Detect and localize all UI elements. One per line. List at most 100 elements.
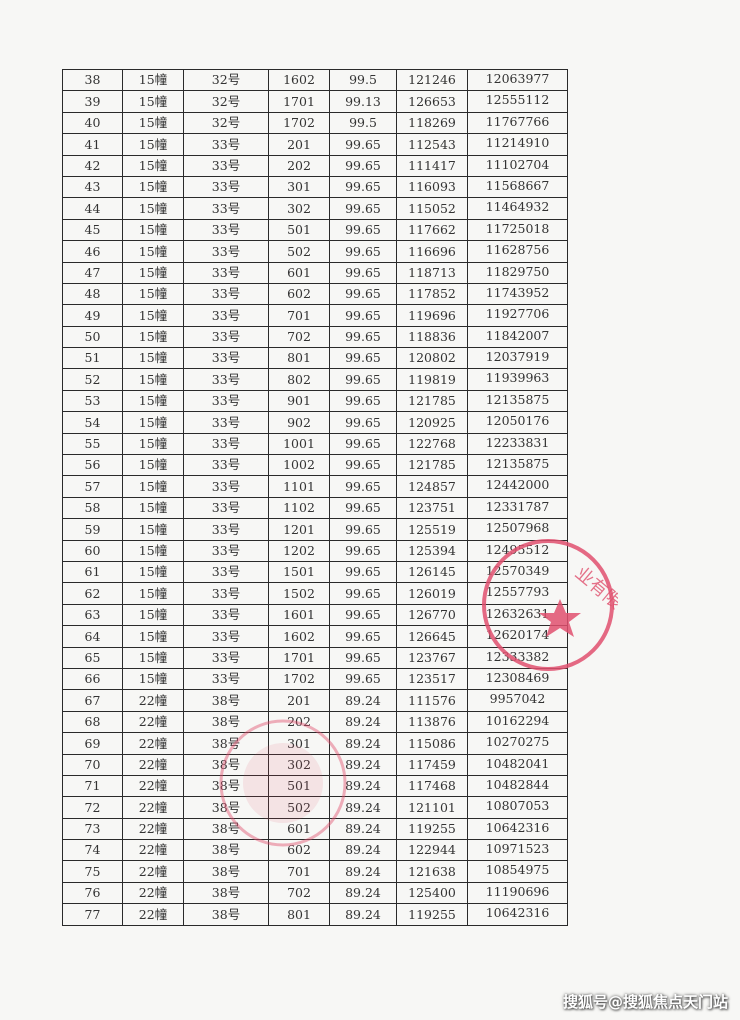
table-cell: 68 xyxy=(62,710,123,734)
table-cell: 601 xyxy=(268,261,330,284)
table-cell: 99.65 xyxy=(329,582,397,605)
table-cell: 15幢 xyxy=(122,368,184,391)
table-row: 66 15幢 33号 1702 99.65 123517 12308469 xyxy=(62,667,568,691)
table-cell: 10971523 xyxy=(467,839,568,862)
table-cell: 38号 xyxy=(183,903,269,926)
table-cell: 121785 xyxy=(396,389,468,413)
table-cell: 33号 xyxy=(183,389,269,413)
table-cell: 33号 xyxy=(183,625,269,648)
table-cell: 702 xyxy=(268,881,330,905)
table-cell: 111576 xyxy=(396,689,468,712)
table-cell: 15幢 xyxy=(122,325,184,349)
table-cell: 66 xyxy=(62,667,123,691)
table-cell: 70 xyxy=(62,753,123,776)
table-cell: 99.65 xyxy=(329,646,397,669)
table-cell: 501 xyxy=(268,218,330,242)
table-row: 76 22幢 38号 702 89.24 125400 11190696 xyxy=(62,881,568,905)
table-cell: 33号 xyxy=(183,240,269,263)
table-cell: 33号 xyxy=(183,518,269,541)
table-row: 42 15幢 33号 202 99.65 111417 11102704 xyxy=(62,154,568,177)
table-cell: 22幢 xyxy=(122,689,184,712)
table-cell: 99.65 xyxy=(329,175,397,199)
table-cell: 89.24 xyxy=(329,839,397,862)
table-cell: 58 xyxy=(62,496,123,520)
table-cell: 33号 xyxy=(183,603,269,627)
table-row: 58 15幢 33号 1102 99.65 123751 12331787 xyxy=(62,496,568,520)
table-cell: 121101 xyxy=(396,796,468,819)
svg-text:业有限: 业有限 xyxy=(571,563,618,614)
table-cell: 40 xyxy=(62,111,123,135)
table-cell: 33号 xyxy=(183,197,269,220)
table-row: 62 15幢 33号 1502 99.65 126019 12557793 xyxy=(62,582,568,605)
table-cell: 126145 xyxy=(396,560,468,584)
table-cell: 42 xyxy=(62,154,123,177)
table-cell: 99.65 xyxy=(329,133,397,156)
table-cell: 72 xyxy=(62,796,123,819)
table-cell: 89.24 xyxy=(329,903,397,926)
table-cell: 48 xyxy=(62,282,123,306)
table-cell: 99.65 xyxy=(329,475,397,498)
table-cell: 126019 xyxy=(396,582,468,605)
table-cell: 113876 xyxy=(396,710,468,734)
table-cell: 1701 xyxy=(268,90,330,113)
table-cell: 33号 xyxy=(183,475,269,498)
table-cell: 44 xyxy=(62,197,123,220)
table-cell: 602 xyxy=(268,839,330,862)
table-cell: 33号 xyxy=(183,282,269,306)
table-row: 39 15幢 32号 1701 99.13 126653 12555112 xyxy=(62,90,568,113)
table-cell: 22幢 xyxy=(122,732,184,755)
table-cell: 801 xyxy=(268,347,330,370)
watermark: 搜狐号@搜狐焦点天门站 xyxy=(562,993,728,1011)
table-cell: 77 xyxy=(62,903,123,926)
table-cell: 11743952 xyxy=(467,282,568,306)
table-cell: 11214910 xyxy=(467,133,568,156)
table-cell: 502 xyxy=(268,796,330,819)
table-row: 73 22幢 38号 601 89.24 119255 10642316 xyxy=(62,817,568,841)
table-cell: 32号 xyxy=(183,90,269,113)
table-cell: 125400 xyxy=(396,881,468,905)
table-row: 45 15幢 33号 501 99.65 117662 11725018 xyxy=(62,218,568,242)
table-cell: 301 xyxy=(268,175,330,199)
table-row: 48 15幢 33号 602 99.65 117852 11743952 xyxy=(62,282,568,306)
table-row: 77 22幢 38号 801 89.24 119255 10642316 xyxy=(62,903,568,926)
table-cell: 38号 xyxy=(183,774,269,798)
table-cell: 116093 xyxy=(396,175,468,199)
table-cell: 15幢 xyxy=(122,90,184,113)
table-cell: 15幢 xyxy=(122,625,184,648)
table-cell: 33号 xyxy=(183,304,269,327)
table-cell: 12620174 xyxy=(467,625,568,648)
table-cell: 119819 xyxy=(396,368,468,391)
price-table: 38 15幢 32号 1602 99.5 121246 12063977 39 15幢 32号 17… xyxy=(62,68,568,926)
table-cell: 201 xyxy=(268,133,330,156)
table-cell: 10482844 xyxy=(467,774,568,798)
table-row: 68 22幢 38号 202 89.24 113876 10162294 xyxy=(62,710,568,734)
table-cell: 52 xyxy=(62,368,123,391)
table-cell: 117459 xyxy=(396,753,468,776)
table-cell: 71 xyxy=(62,774,123,798)
table-cell: 15幢 xyxy=(122,304,184,327)
table-cell: 22幢 xyxy=(122,710,184,734)
table-cell: 12037919 xyxy=(467,347,568,370)
table-cell: 10807053 xyxy=(467,796,568,819)
table-cell: 99.65 xyxy=(329,603,397,627)
table-cell: 59 xyxy=(62,518,123,541)
table-cell: 60 xyxy=(62,539,123,562)
table-cell: 1702 xyxy=(268,111,330,135)
table-cell: 99.5 xyxy=(329,68,397,92)
table-cell: 38 xyxy=(62,68,123,92)
table-row: 60 15幢 33号 1202 99.65 125394 12495512 xyxy=(62,539,568,562)
table-cell: 99.65 xyxy=(329,325,397,349)
table-cell: 33号 xyxy=(183,368,269,391)
table-cell: 15幢 xyxy=(122,539,184,562)
table-cell: 1501 xyxy=(268,560,330,584)
table-cell: 89.24 xyxy=(329,881,397,905)
table-cell: 33号 xyxy=(183,411,269,434)
table-cell: 115086 xyxy=(396,732,468,755)
table-cell: 9957042 xyxy=(467,689,568,712)
table-cell: 89.24 xyxy=(329,710,397,734)
table-row: 63 15幢 33号 1601 99.65 126770 12632631 xyxy=(62,603,568,627)
table-cell: 12507968 xyxy=(467,518,568,541)
table-cell: 1201 xyxy=(268,518,330,541)
table-cell: 15幢 xyxy=(122,411,184,434)
table-cell: 11927706 xyxy=(467,304,568,327)
